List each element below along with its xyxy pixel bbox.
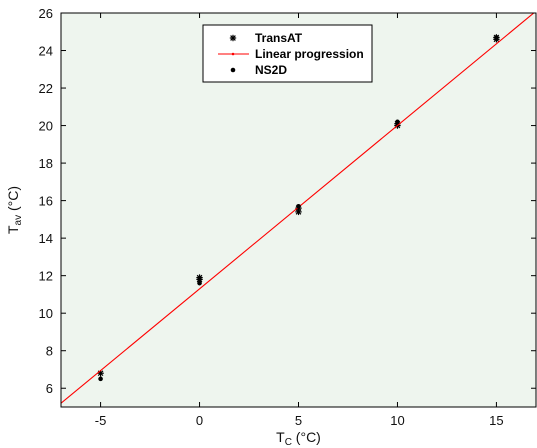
y-tick-label: 20 (39, 119, 53, 134)
ns2d-point (197, 280, 202, 286)
series-layer (61, 13, 535, 404)
y-axis-title: Tav (°C) (5, 186, 24, 234)
y-tick-label: 10 (39, 306, 53, 321)
legend-item-transat: TransAT (229, 31, 303, 45)
plot-content (61, 13, 535, 404)
y-tick-label: 26 (39, 6, 53, 21)
ns2d-point (494, 35, 499, 40)
legend-label: TransAT (255, 31, 303, 45)
legend: TransAT Linear progression NS2D (202, 24, 373, 83)
series-ns2d (98, 35, 499, 382)
x-axis-title: TC (°C) (276, 429, 321, 448)
legend-item-linear-progression: Linear progression (218, 47, 364, 61)
transat-point (196, 274, 203, 281)
y-axis-title-unit: (°C) (5, 186, 21, 215)
ns2d-point (296, 203, 301, 209)
legend-dot-marker (230, 67, 236, 73)
x-tick-label: 5 (295, 413, 302, 428)
x-axis-title-sub: C (285, 437, 292, 448)
ns2d-point (98, 376, 103, 382)
x-tick-label: -5 (95, 413, 107, 428)
x-tick-label: 15 (489, 413, 503, 428)
y-tick-label: 14 (39, 231, 53, 246)
x-tick-label: 0 (196, 413, 203, 428)
ns2d-point (395, 119, 400, 125)
legend-line-center-marker (231, 52, 235, 56)
y-axis-title-sub: av (13, 215, 24, 226)
y-tick-label: 22 (39, 81, 53, 96)
legend-items: TransAT Linear progression NS2D (218, 31, 364, 77)
y-tick-label: 8 (46, 344, 53, 359)
y-tick-label: 12 (39, 269, 53, 284)
y-tick-label: 6 (46, 381, 53, 396)
y-axis-title-main: T (5, 225, 21, 234)
y-tick-label: 18 (39, 156, 53, 171)
legend-item-ns2d: NS2D (230, 63, 287, 77)
legend-asterisk-marker (229, 34, 237, 42)
axis-ticks: -5 0 5 10 15 6 8 10 12 14 16 18 20 22 24 26 (39, 6, 536, 428)
x-axis-title-main: T (276, 429, 285, 445)
y-tick-label: 24 (39, 44, 53, 59)
legend-label: Linear progression (255, 47, 364, 61)
x-axis-title-unit: (°C) (292, 429, 321, 445)
y-tick-label: 16 (39, 194, 53, 209)
legend-label: NS2D (255, 63, 287, 77)
x-tick-label: 10 (390, 413, 404, 428)
